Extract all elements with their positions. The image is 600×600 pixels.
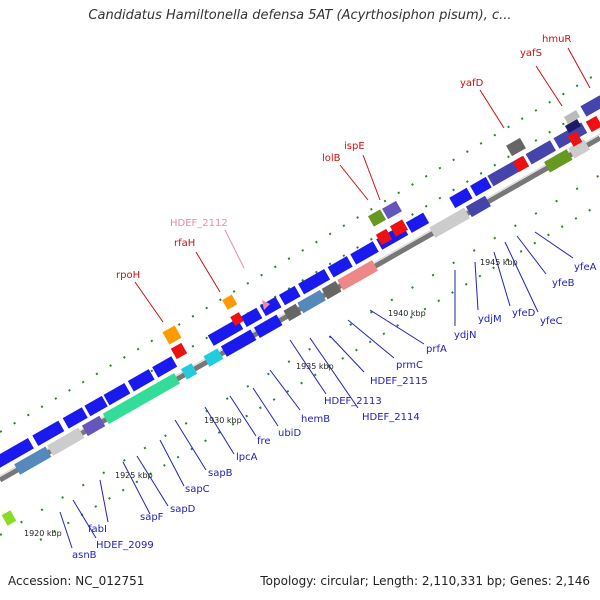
gene-block[interactable] — [568, 139, 590, 159]
gene-feature[interactable] — [1, 510, 17, 526]
upper-callouts — [134, 47, 591, 323]
gene-label: ydjM — [478, 314, 502, 325]
gene-label: lpcA — [236, 452, 258, 463]
trna-feature[interactable] — [170, 342, 188, 360]
gene-label: fabI — [88, 524, 107, 535]
gene-block[interactable] — [84, 395, 108, 417]
gene-block[interactable] — [47, 427, 85, 456]
gene-label: fre — [257, 436, 271, 447]
gene-block[interactable] — [207, 318, 244, 346]
kbp-labels: 1920 kbp 1925 kbp 1930 kbp 1935 kbp 1940… — [24, 258, 518, 538]
rrna-feature[interactable] — [162, 325, 182, 345]
kbp-label: 1945 kbp — [480, 258, 518, 267]
gene-block[interactable] — [127, 369, 155, 392]
gene-block[interactable] — [62, 407, 88, 429]
gene-label: sapC — [185, 484, 210, 495]
pseudo-feature[interactable] — [506, 137, 526, 157]
gene-feature[interactable] — [564, 119, 582, 133]
gene-label: sapB — [208, 468, 233, 479]
gene-label: asnB — [72, 550, 97, 561]
gene-feature[interactable] — [563, 110, 581, 124]
upper-features — [1, 95, 600, 526]
gene-label: hemB — [301, 414, 330, 425]
gene-label: yafD — [460, 78, 484, 89]
gene-block[interactable] — [525, 140, 556, 165]
gene-block[interactable] — [350, 241, 379, 265]
gene-label: rpoH — [116, 270, 140, 281]
trna-feature[interactable] — [230, 312, 244, 326]
gene-label: ispE — [344, 141, 365, 152]
gene-block[interactable] — [102, 373, 180, 425]
kbp-label: 1920 kbp — [24, 529, 62, 538]
gene-label: lolB — [322, 153, 341, 164]
gene-block[interactable] — [298, 269, 331, 295]
gene-label: HDEF_2112 — [170, 218, 228, 229]
gene-block[interactable] — [220, 329, 257, 357]
gene-label: HDEF_2113 — [324, 396, 382, 407]
gene-block[interactable] — [253, 314, 283, 338]
gene-label: HDEF_2099 — [96, 540, 154, 551]
gene-label: rfaH — [174, 238, 195, 249]
gene-label: ydjN — [454, 330, 477, 341]
kbp-label: 1940 kbp — [388, 309, 426, 318]
accession-label: Accession: NC_012751 — [8, 574, 145, 588]
gene-block[interactable] — [405, 212, 430, 233]
gene-block[interactable] — [327, 256, 353, 278]
gene-block[interactable] — [297, 289, 326, 314]
gene-label: yfeA — [574, 262, 597, 273]
gene-feature[interactable] — [367, 209, 387, 227]
upper-gene-labels: rpoH rfaH HDEF_2112 lolB ispE yafD yafS … — [116, 34, 571, 281]
topology-label: Topology: circular; Length: 2,110,331 bp… — [260, 574, 590, 588]
lower-callouts — [59, 231, 574, 549]
gene-block[interactable] — [337, 260, 378, 291]
gene-feature[interactable] — [580, 95, 600, 117]
trna-feature[interactable] — [585, 115, 600, 133]
gene-block[interactable] — [429, 207, 471, 238]
gene-label: yfeB — [552, 278, 575, 289]
tick-rows — [0, 71, 600, 541]
gene-label: yfeD — [512, 308, 536, 319]
gene-block[interactable] — [283, 303, 302, 322]
rrna-feature[interactable] — [222, 294, 238, 310]
gene-label: sapF — [140, 512, 164, 523]
gene-block[interactable] — [470, 176, 492, 197]
gene-label: hmuR — [542, 34, 571, 45]
kbp-label: 1935 kbp — [296, 362, 334, 371]
gene-label: yfeC — [540, 316, 563, 327]
gene-block[interactable] — [152, 356, 178, 378]
kbp-label: 1925 kbp — [115, 471, 153, 480]
gene-block[interactable] — [278, 285, 301, 306]
misc-feature-arrow[interactable] — [262, 300, 270, 310]
trna-feature[interactable] — [567, 131, 583, 147]
gene-block[interactable] — [544, 149, 573, 173]
kbp-label: 1930 kbp — [204, 416, 242, 425]
gene-label: prfA — [426, 344, 447, 355]
gene-block[interactable] — [81, 415, 106, 437]
gene-label: HDEF_2114 — [362, 412, 420, 423]
trna-feature[interactable] — [512, 155, 530, 173]
gene-block[interactable] — [240, 307, 263, 328]
map-title: Candidatus Hamiltonella defensa 5AT (Acy… — [88, 8, 512, 23]
gene-block[interactable] — [103, 383, 131, 406]
trna-feature[interactable] — [389, 219, 409, 237]
gene-block[interactable] — [465, 195, 491, 218]
gene-feature[interactable] — [382, 200, 402, 220]
gene-label: sapD — [170, 504, 196, 515]
gene-label: yafS — [520, 48, 542, 59]
gene-track-outer — [0, 122, 590, 475]
gene-block[interactable] — [14, 446, 52, 475]
gene-block[interactable] — [259, 296, 282, 317]
gene-block[interactable] — [321, 280, 342, 300]
gene-label: ubiD — [278, 428, 301, 439]
gene-block[interactable] — [449, 187, 473, 209]
lower-gene-labels: asnB HDEF_2099 fabI sapF sapD sapC sapB … — [72, 262, 597, 561]
gene-block[interactable] — [203, 348, 224, 367]
gene-label: HDEF_2115 — [370, 376, 428, 387]
gene-block[interactable] — [0, 438, 34, 469]
trna-feature[interactable] — [375, 228, 393, 246]
gene-block[interactable] — [180, 363, 198, 380]
gene-label: prmC — [396, 360, 423, 371]
gene-block[interactable] — [32, 420, 65, 446]
